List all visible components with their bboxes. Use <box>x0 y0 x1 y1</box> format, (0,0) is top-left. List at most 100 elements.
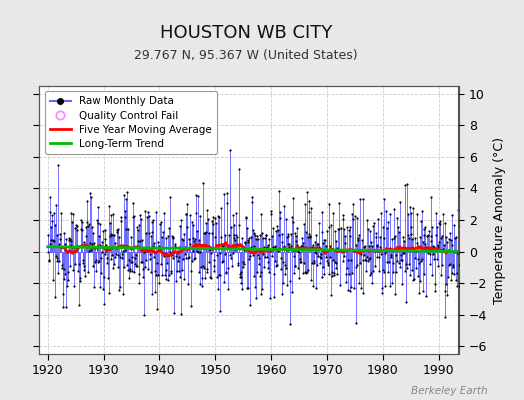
Point <box>276 266 285 272</box>
Point <box>313 261 322 268</box>
Point <box>223 200 232 206</box>
Point <box>216 307 224 314</box>
Point <box>234 260 243 266</box>
Point <box>412 240 421 247</box>
Point <box>77 226 85 232</box>
Point <box>94 259 102 266</box>
Point <box>272 262 281 268</box>
Point <box>443 292 452 298</box>
Point <box>243 224 251 231</box>
Point <box>288 214 296 220</box>
Point <box>312 284 320 291</box>
Point <box>70 243 79 250</box>
Point <box>129 200 137 207</box>
Point <box>194 249 202 255</box>
Point <box>388 279 396 286</box>
Point <box>428 272 436 278</box>
Point <box>92 256 100 263</box>
Point <box>155 245 163 251</box>
Point <box>78 219 86 225</box>
Point <box>377 210 385 216</box>
Point <box>234 166 243 172</box>
Point <box>276 214 285 221</box>
Point <box>386 211 395 217</box>
Point <box>266 248 274 254</box>
Point <box>192 192 200 198</box>
Point <box>238 234 246 241</box>
Point <box>434 244 442 250</box>
Point <box>192 210 201 216</box>
Point <box>119 192 128 199</box>
Point <box>182 211 190 218</box>
Point <box>179 236 188 243</box>
Point <box>402 298 410 305</box>
Point <box>95 258 103 264</box>
Point <box>188 257 196 264</box>
Point <box>119 291 127 297</box>
Point <box>407 224 415 230</box>
Point <box>274 227 282 234</box>
Point <box>146 251 154 258</box>
Point <box>210 263 219 270</box>
Point <box>187 268 195 275</box>
Point <box>176 268 184 274</box>
Point <box>269 293 278 300</box>
Point <box>110 261 118 267</box>
Point <box>416 278 424 284</box>
Point <box>341 239 349 246</box>
Point <box>347 284 355 290</box>
Point <box>346 233 354 240</box>
Point <box>349 216 357 222</box>
Point <box>372 230 380 236</box>
Point <box>224 286 232 292</box>
Point <box>367 270 376 276</box>
Point <box>101 226 109 233</box>
Point <box>172 267 181 274</box>
Point <box>418 208 427 214</box>
Point <box>227 242 236 249</box>
Point <box>371 248 379 254</box>
Point <box>359 256 367 263</box>
Point <box>212 220 221 226</box>
Point <box>87 194 95 200</box>
Point <box>56 230 64 237</box>
Point <box>168 233 176 239</box>
Point <box>169 234 177 240</box>
Point <box>434 262 443 269</box>
Point <box>213 252 222 258</box>
Point <box>343 265 352 272</box>
Point <box>133 263 141 269</box>
Point <box>79 267 88 274</box>
Point <box>90 240 98 247</box>
Point <box>244 238 252 245</box>
Point <box>59 266 68 272</box>
Point <box>354 237 363 244</box>
Point <box>128 268 137 274</box>
Point <box>408 267 416 273</box>
Point <box>309 242 318 248</box>
Point <box>217 242 226 248</box>
Point <box>173 250 181 256</box>
Point <box>93 216 101 223</box>
Point <box>143 214 151 220</box>
Point <box>251 232 259 238</box>
Point <box>399 250 407 256</box>
Point <box>425 244 433 251</box>
Point <box>439 211 447 217</box>
Point <box>456 238 465 244</box>
Point <box>146 256 155 262</box>
Point <box>428 224 436 230</box>
Point <box>83 198 92 204</box>
Point <box>114 226 122 233</box>
Point <box>54 162 62 168</box>
Point <box>143 248 151 254</box>
Point <box>431 210 440 216</box>
Point <box>79 260 88 266</box>
Point <box>207 275 215 281</box>
Point <box>220 191 228 197</box>
Point <box>352 264 360 270</box>
Point <box>295 275 303 282</box>
Point <box>92 245 101 252</box>
Point <box>100 274 108 280</box>
Point <box>228 212 237 218</box>
